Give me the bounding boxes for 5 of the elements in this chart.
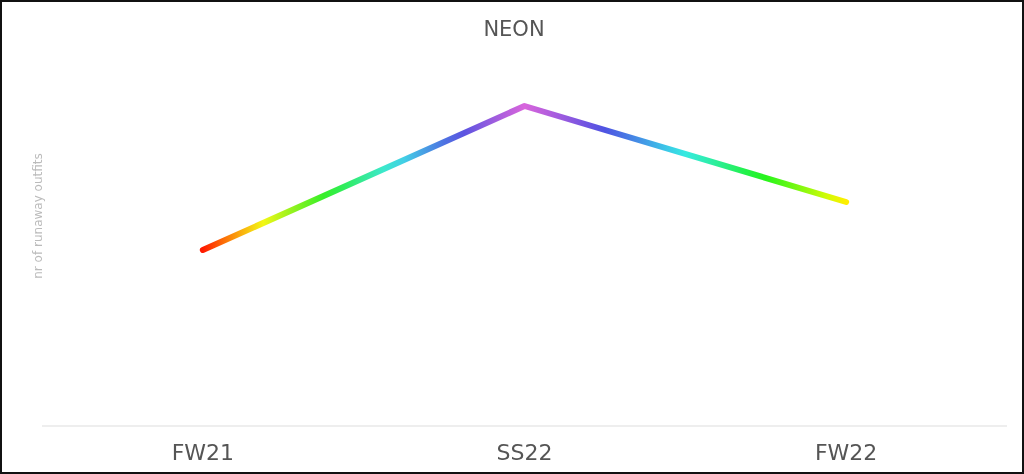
x-tick-label: SS22: [496, 440, 553, 465]
x-tick-label: FW21: [171, 440, 235, 465]
y-axis-title: nr of runaway outfits: [31, 153, 45, 279]
x-tick-label: FW22: [814, 440, 878, 465]
chart-title: NEON: [483, 17, 545, 41]
